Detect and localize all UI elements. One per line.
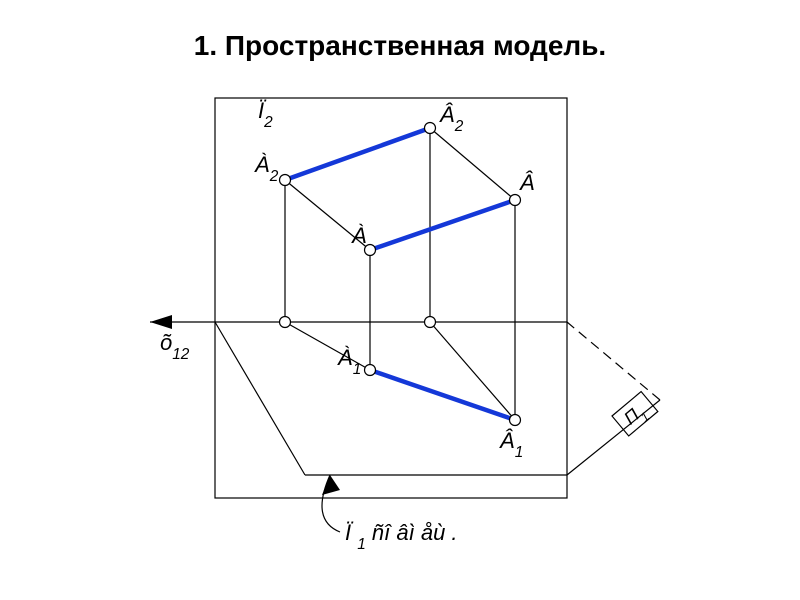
ground-left-edge	[215, 322, 305, 475]
proj-Ahat2-Ahat	[430, 128, 515, 200]
spatial-model-diagram: П1 Ï2 À2 Â2 À Â À1 Â1 õ12 Ï 1 ñî âì åù .	[0, 0, 800, 600]
point-axis-A	[280, 317, 291, 328]
point-A2	[280, 175, 291, 186]
point-Ahat1	[510, 415, 521, 426]
ground-right-edge	[567, 400, 660, 475]
point-Ahat2	[425, 123, 436, 134]
label-pi2: Ï2	[258, 98, 273, 131]
segment-A-Ahat	[370, 200, 515, 250]
label-Ahat2: Â2	[439, 102, 464, 135]
label-A1: À1	[337, 345, 361, 378]
point-A1	[365, 365, 376, 376]
segment-A2-Ahat2	[285, 128, 430, 180]
point-Ahat	[510, 195, 521, 206]
plane-pi1-box: П1	[612, 392, 660, 439]
point-axis-Ahat	[425, 317, 436, 328]
label-Ahat: Â	[519, 170, 535, 195]
label-Ahat1: Â1	[499, 428, 523, 461]
label-A2: À2	[254, 152, 279, 185]
ground-back-dash	[567, 322, 660, 400]
label-pi1-caption: Ï 1 ñî âì åù .	[345, 520, 458, 553]
label-A: À	[351, 223, 367, 248]
axis-x12-arrow	[150, 315, 172, 329]
label-x12: õ12	[160, 330, 190, 363]
leader-pi1-arrow	[322, 475, 340, 495]
